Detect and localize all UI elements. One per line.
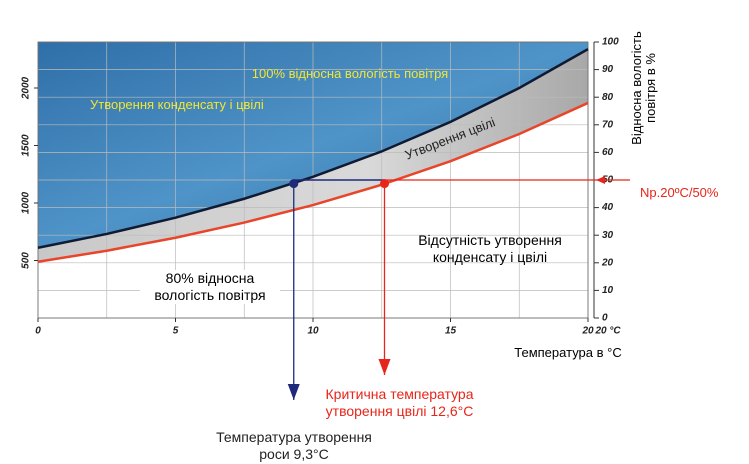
x-tick-label: 10 bbox=[307, 326, 319, 337]
curve-label: 80% відносна вологість повітря bbox=[140, 270, 280, 304]
point-label: Температура утворення роси 9,3°C bbox=[214, 429, 374, 463]
reference-label: Np.20ºC/50% bbox=[640, 184, 718, 201]
point bbox=[289, 179, 298, 188]
y2-tick-label: 80 bbox=[602, 92, 614, 103]
y2-tick-label: 90 bbox=[602, 64, 614, 75]
arrow-head bbox=[596, 176, 605, 184]
y2-tick-label: 40 bbox=[601, 202, 614, 213]
curve-label: 100% відносна вологість повітря bbox=[205, 65, 495, 82]
y-tick-label: 2000 bbox=[21, 76, 32, 100]
y-tick-label: 500 bbox=[21, 252, 32, 269]
y2-tick-label: 0 bbox=[602, 313, 608, 324]
y2-tick-label: 100 bbox=[602, 37, 619, 48]
arrow-head bbox=[288, 384, 300, 400]
y-tick-label: 1500 bbox=[21, 134, 32, 157]
y2-axis-label: Відносна вологість повітря в % bbox=[630, 18, 658, 158]
x-unit-tick: 20 °C bbox=[594, 326, 621, 337]
point bbox=[380, 179, 389, 188]
y2-tick-label: 60 bbox=[602, 147, 614, 158]
x-tick-label: 5 bbox=[173, 326, 179, 337]
y-tick-label: 1000 bbox=[21, 191, 32, 214]
x-tick-label: 15 bbox=[445, 326, 457, 337]
y2-tick-label: 70 bbox=[602, 119, 614, 130]
annotation: Утворення конденсату і цвілі bbox=[90, 96, 320, 113]
x-tick-label: 0 bbox=[35, 326, 41, 337]
y2-tick-label: 20 bbox=[601, 257, 614, 268]
page: 0510152020 °C500100015002000010203040506… bbox=[0, 0, 749, 464]
x-axis-label: Температура в °C bbox=[488, 344, 648, 361]
y2-tick-label: 30 bbox=[602, 230, 614, 241]
arrow-head bbox=[379, 359, 391, 375]
x-tick-label: 20 bbox=[581, 326, 594, 337]
annotation: Відсутність утворення конденсату і цвілі bbox=[400, 232, 580, 266]
point-label: Критична температура утворення цвілі 12,… bbox=[312, 386, 487, 420]
y2-tick-label: 10 bbox=[602, 285, 614, 296]
